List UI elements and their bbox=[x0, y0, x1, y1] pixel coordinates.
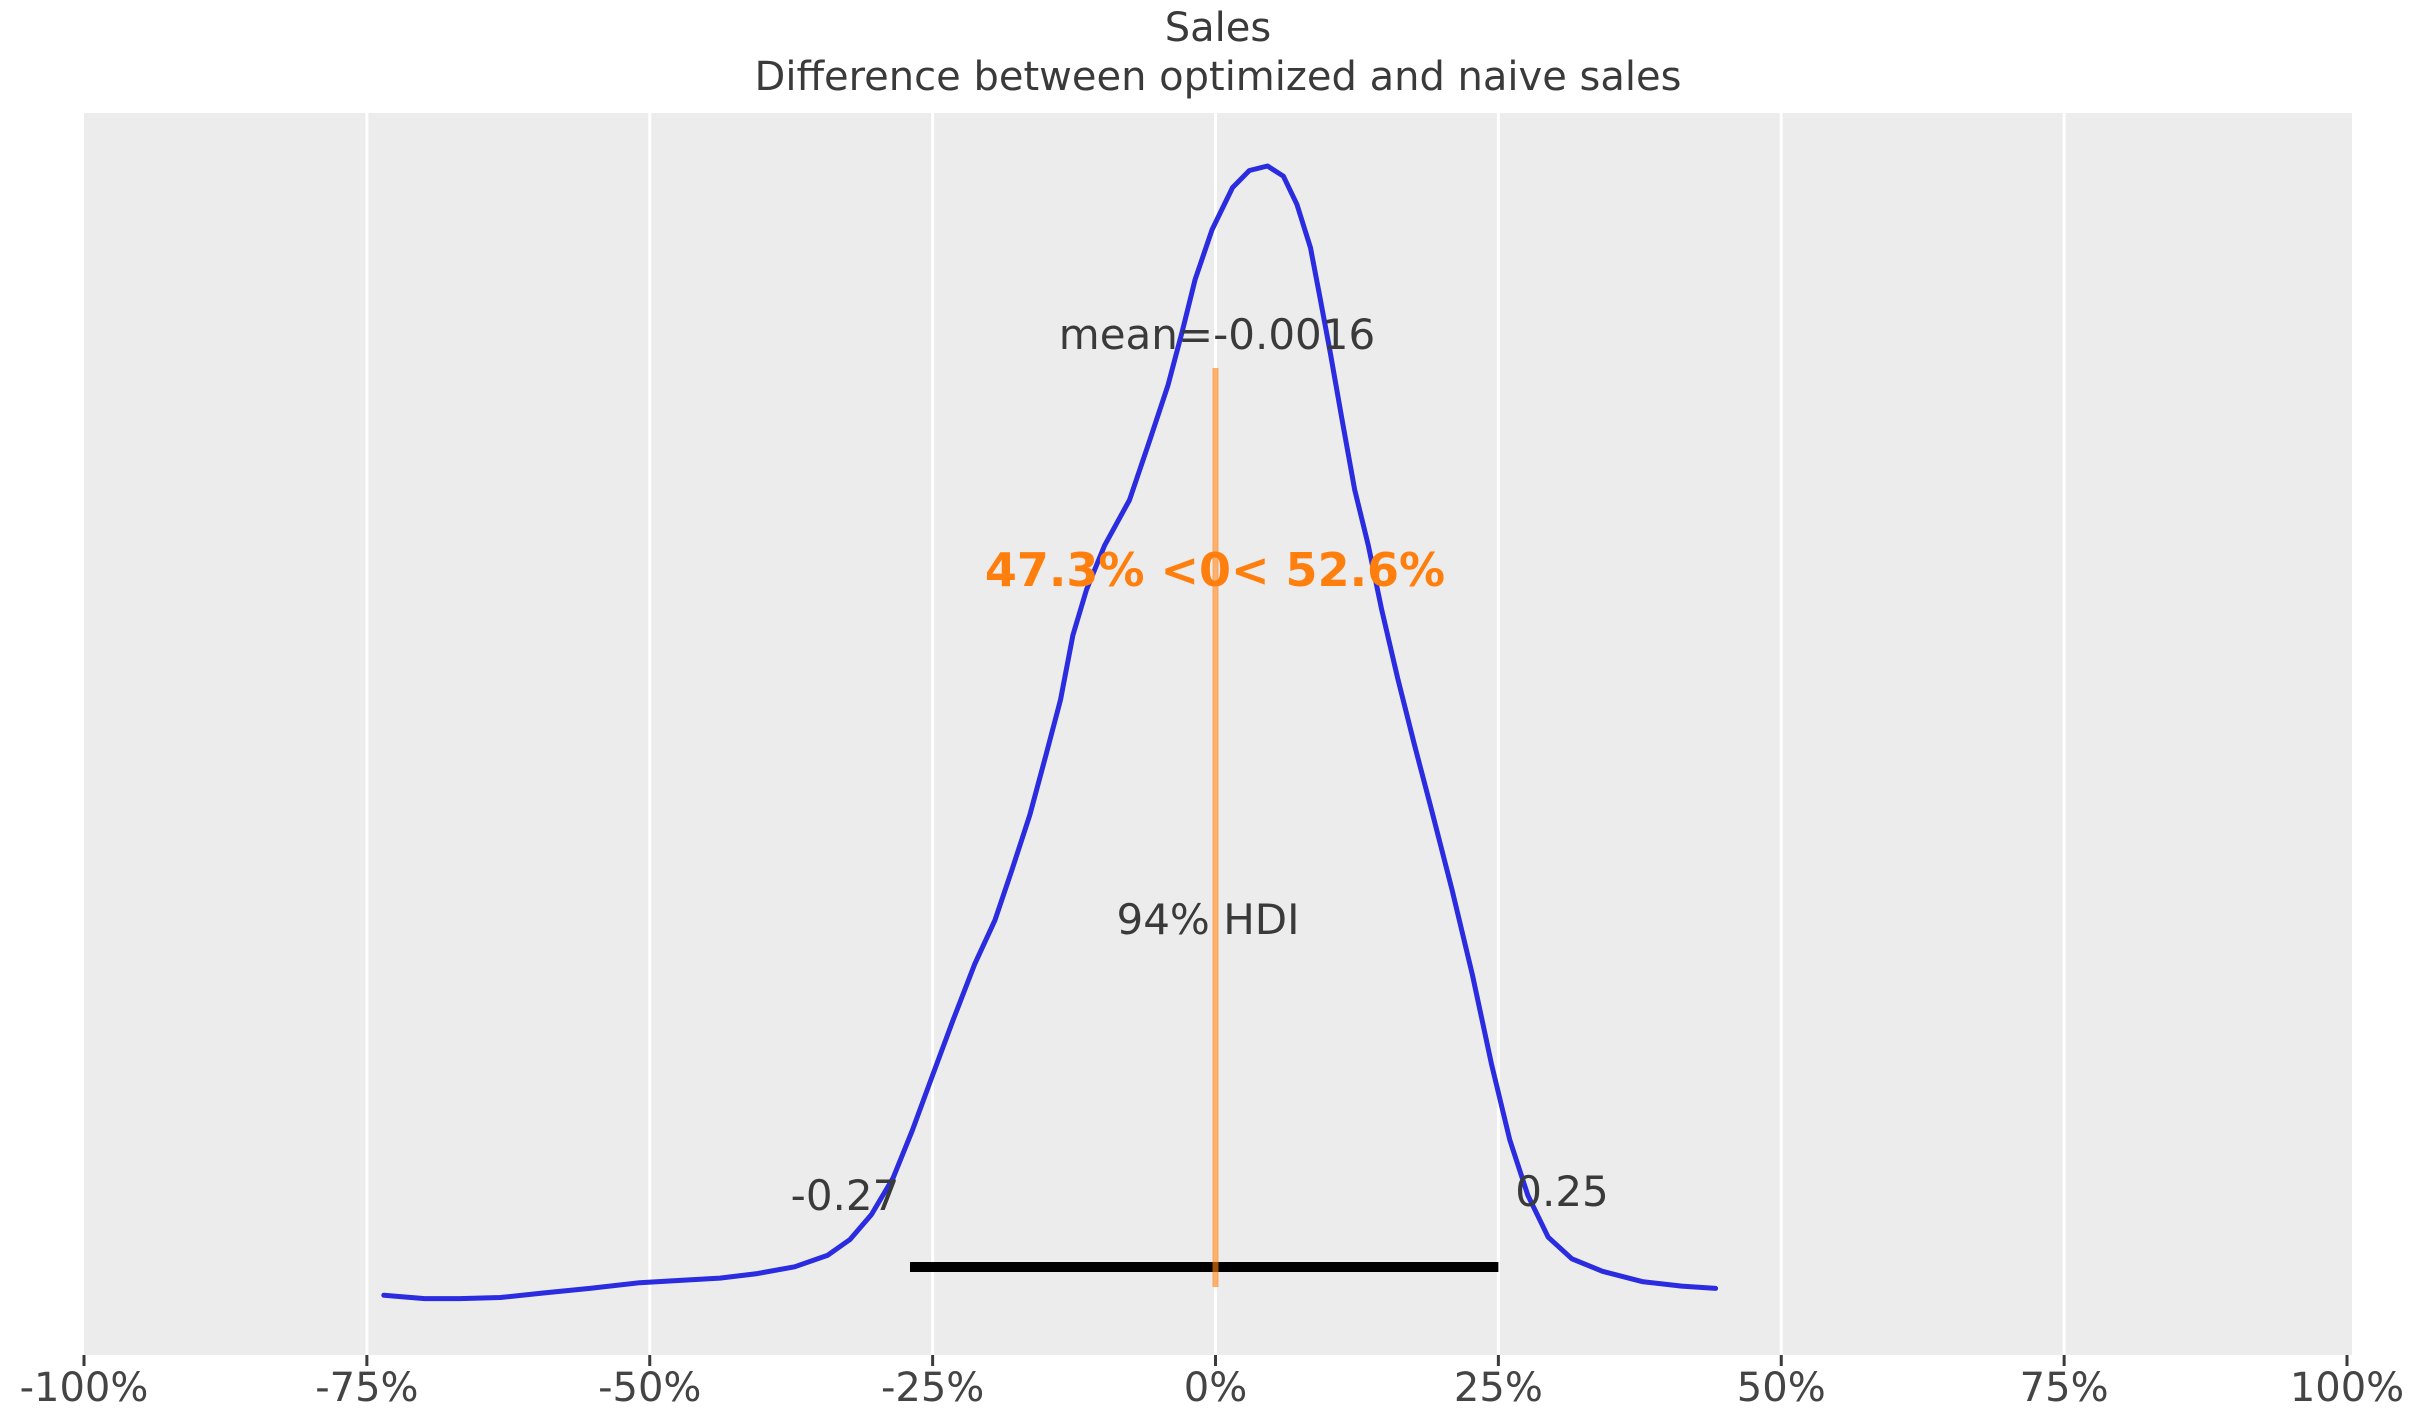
x-tick-label: 75% bbox=[2019, 1365, 2109, 1411]
kde-curve bbox=[381, 163, 1719, 1302]
hdi-label: 94% HDI bbox=[1116, 895, 1300, 944]
chart-title-block: Sales Difference between optimized and n… bbox=[84, 4, 2352, 102]
x-tick-label: -100% bbox=[19, 1365, 149, 1411]
chart-title: Sales bbox=[1164, 5, 1272, 51]
x-tick-label: 100% bbox=[2289, 1365, 2405, 1411]
x-tick-label: 50% bbox=[1736, 1365, 1826, 1411]
hdi-lower-label: -0.27 bbox=[790, 1171, 900, 1220]
x-tick-label: 0% bbox=[1183, 1365, 1248, 1411]
x-tick-label: 25% bbox=[1453, 1365, 1543, 1411]
x-tick-label: -75% bbox=[315, 1365, 419, 1411]
hdi-upper-label: 0.25 bbox=[1515, 1167, 1609, 1216]
x-tick-label: -25% bbox=[880, 1365, 985, 1411]
mean-label: mean=-0.0016 bbox=[1058, 310, 1376, 359]
x-tick-marks bbox=[82, 1355, 2349, 1366]
chart-subtitle: Difference between optimized and naive s… bbox=[754, 54, 1682, 100]
ref-value-label: 47.3% <0< 52.6% bbox=[984, 543, 1446, 597]
gridlines bbox=[365, 113, 2066, 1355]
x-tick-label: -50% bbox=[598, 1365, 702, 1411]
